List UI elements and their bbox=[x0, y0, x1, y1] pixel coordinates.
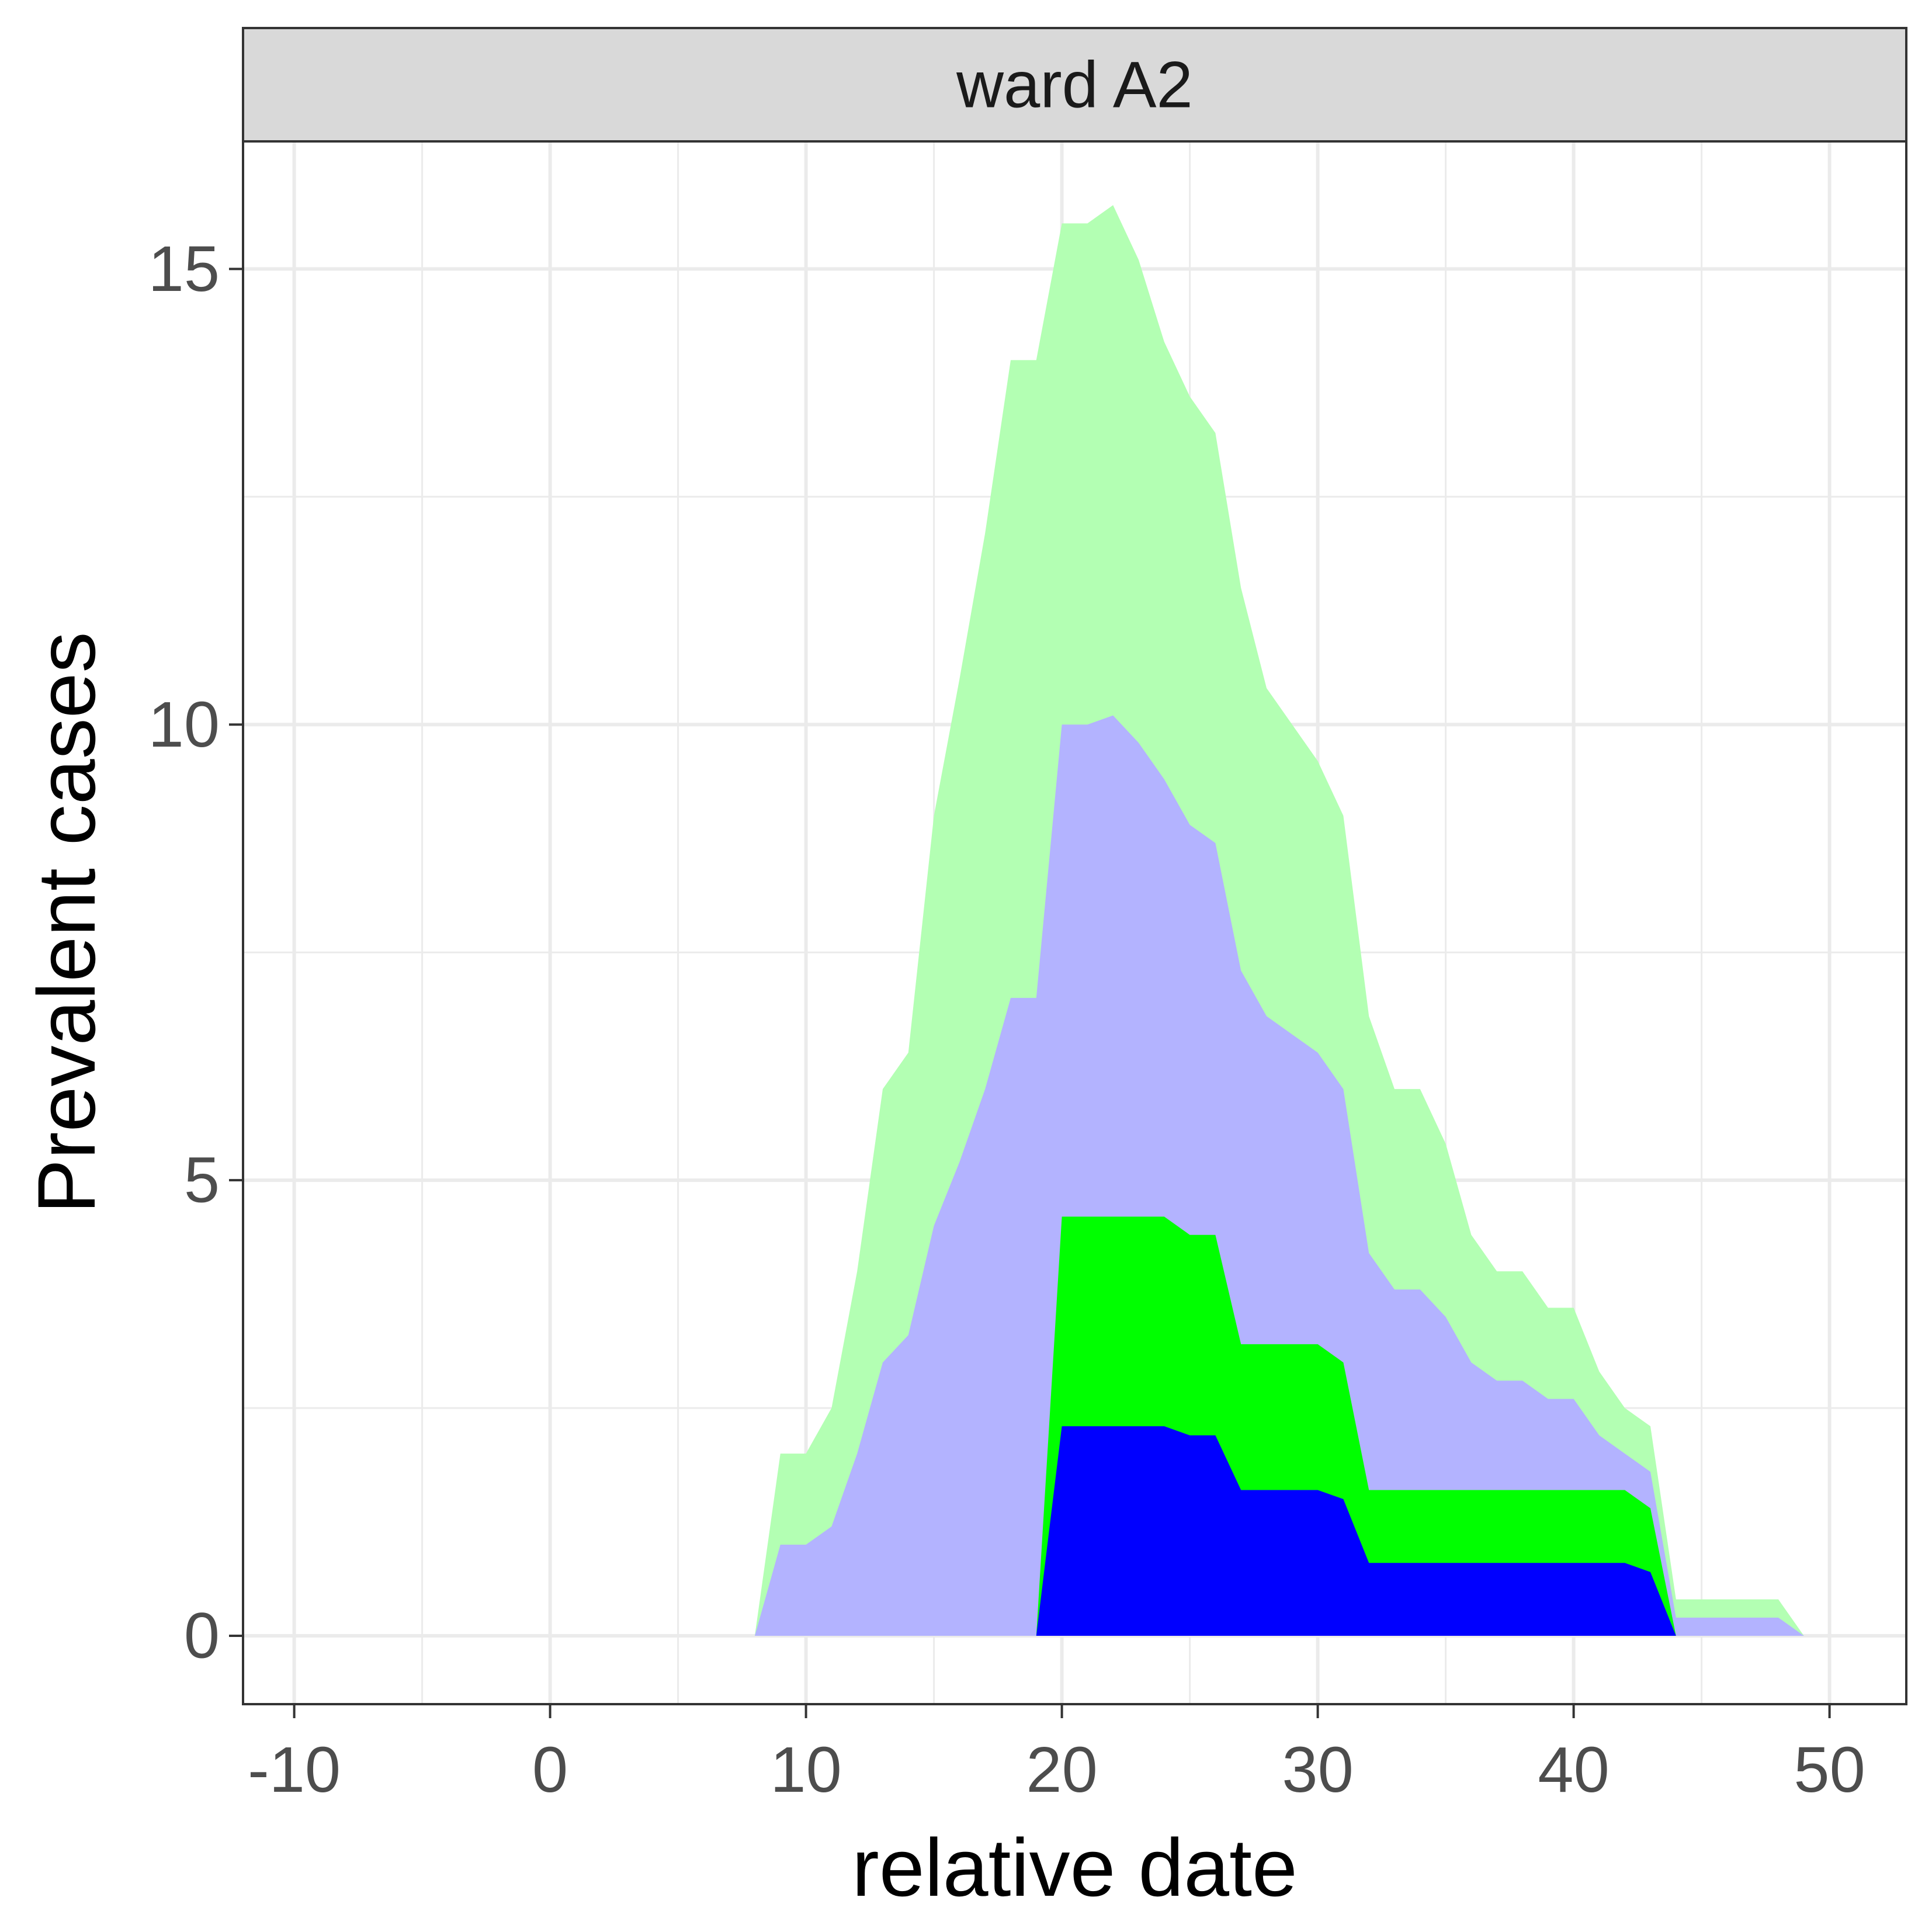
facet-strip-background bbox=[242, 27, 1907, 143]
x-tick-label: 0 bbox=[532, 1734, 568, 1806]
y-axis-title: Prevalent cases bbox=[20, 632, 112, 1213]
y-axis: 0 5 10 15 bbox=[148, 233, 243, 1672]
x-tick-label: -10 bbox=[248, 1734, 341, 1806]
area-layer-4 bbox=[1036, 1426, 1676, 1636]
x-tick-label: 50 bbox=[1794, 1734, 1865, 1806]
x-tick-label: 20 bbox=[1026, 1734, 1097, 1806]
x-tick-label: 40 bbox=[1538, 1734, 1609, 1806]
y-tick-label: 0 bbox=[184, 1600, 220, 1672]
area-layer-2 bbox=[755, 715, 1804, 1636]
area-layers bbox=[755, 205, 1804, 1636]
y-tick-label: 15 bbox=[148, 233, 220, 305]
x-tick-label: 10 bbox=[770, 1734, 841, 1806]
x-axis-title: relative date bbox=[852, 1822, 1298, 1913]
facet-strip: ward A2 bbox=[242, 27, 1907, 143]
x-axis: -10 0 10 20 30 40 50 bbox=[248, 1704, 1865, 1806]
x-tick-label: 30 bbox=[1282, 1734, 1353, 1806]
facet-label: ward A2 bbox=[956, 48, 1193, 122]
y-tick-label: 5 bbox=[184, 1144, 220, 1216]
y-tick-label: 10 bbox=[148, 689, 220, 761]
